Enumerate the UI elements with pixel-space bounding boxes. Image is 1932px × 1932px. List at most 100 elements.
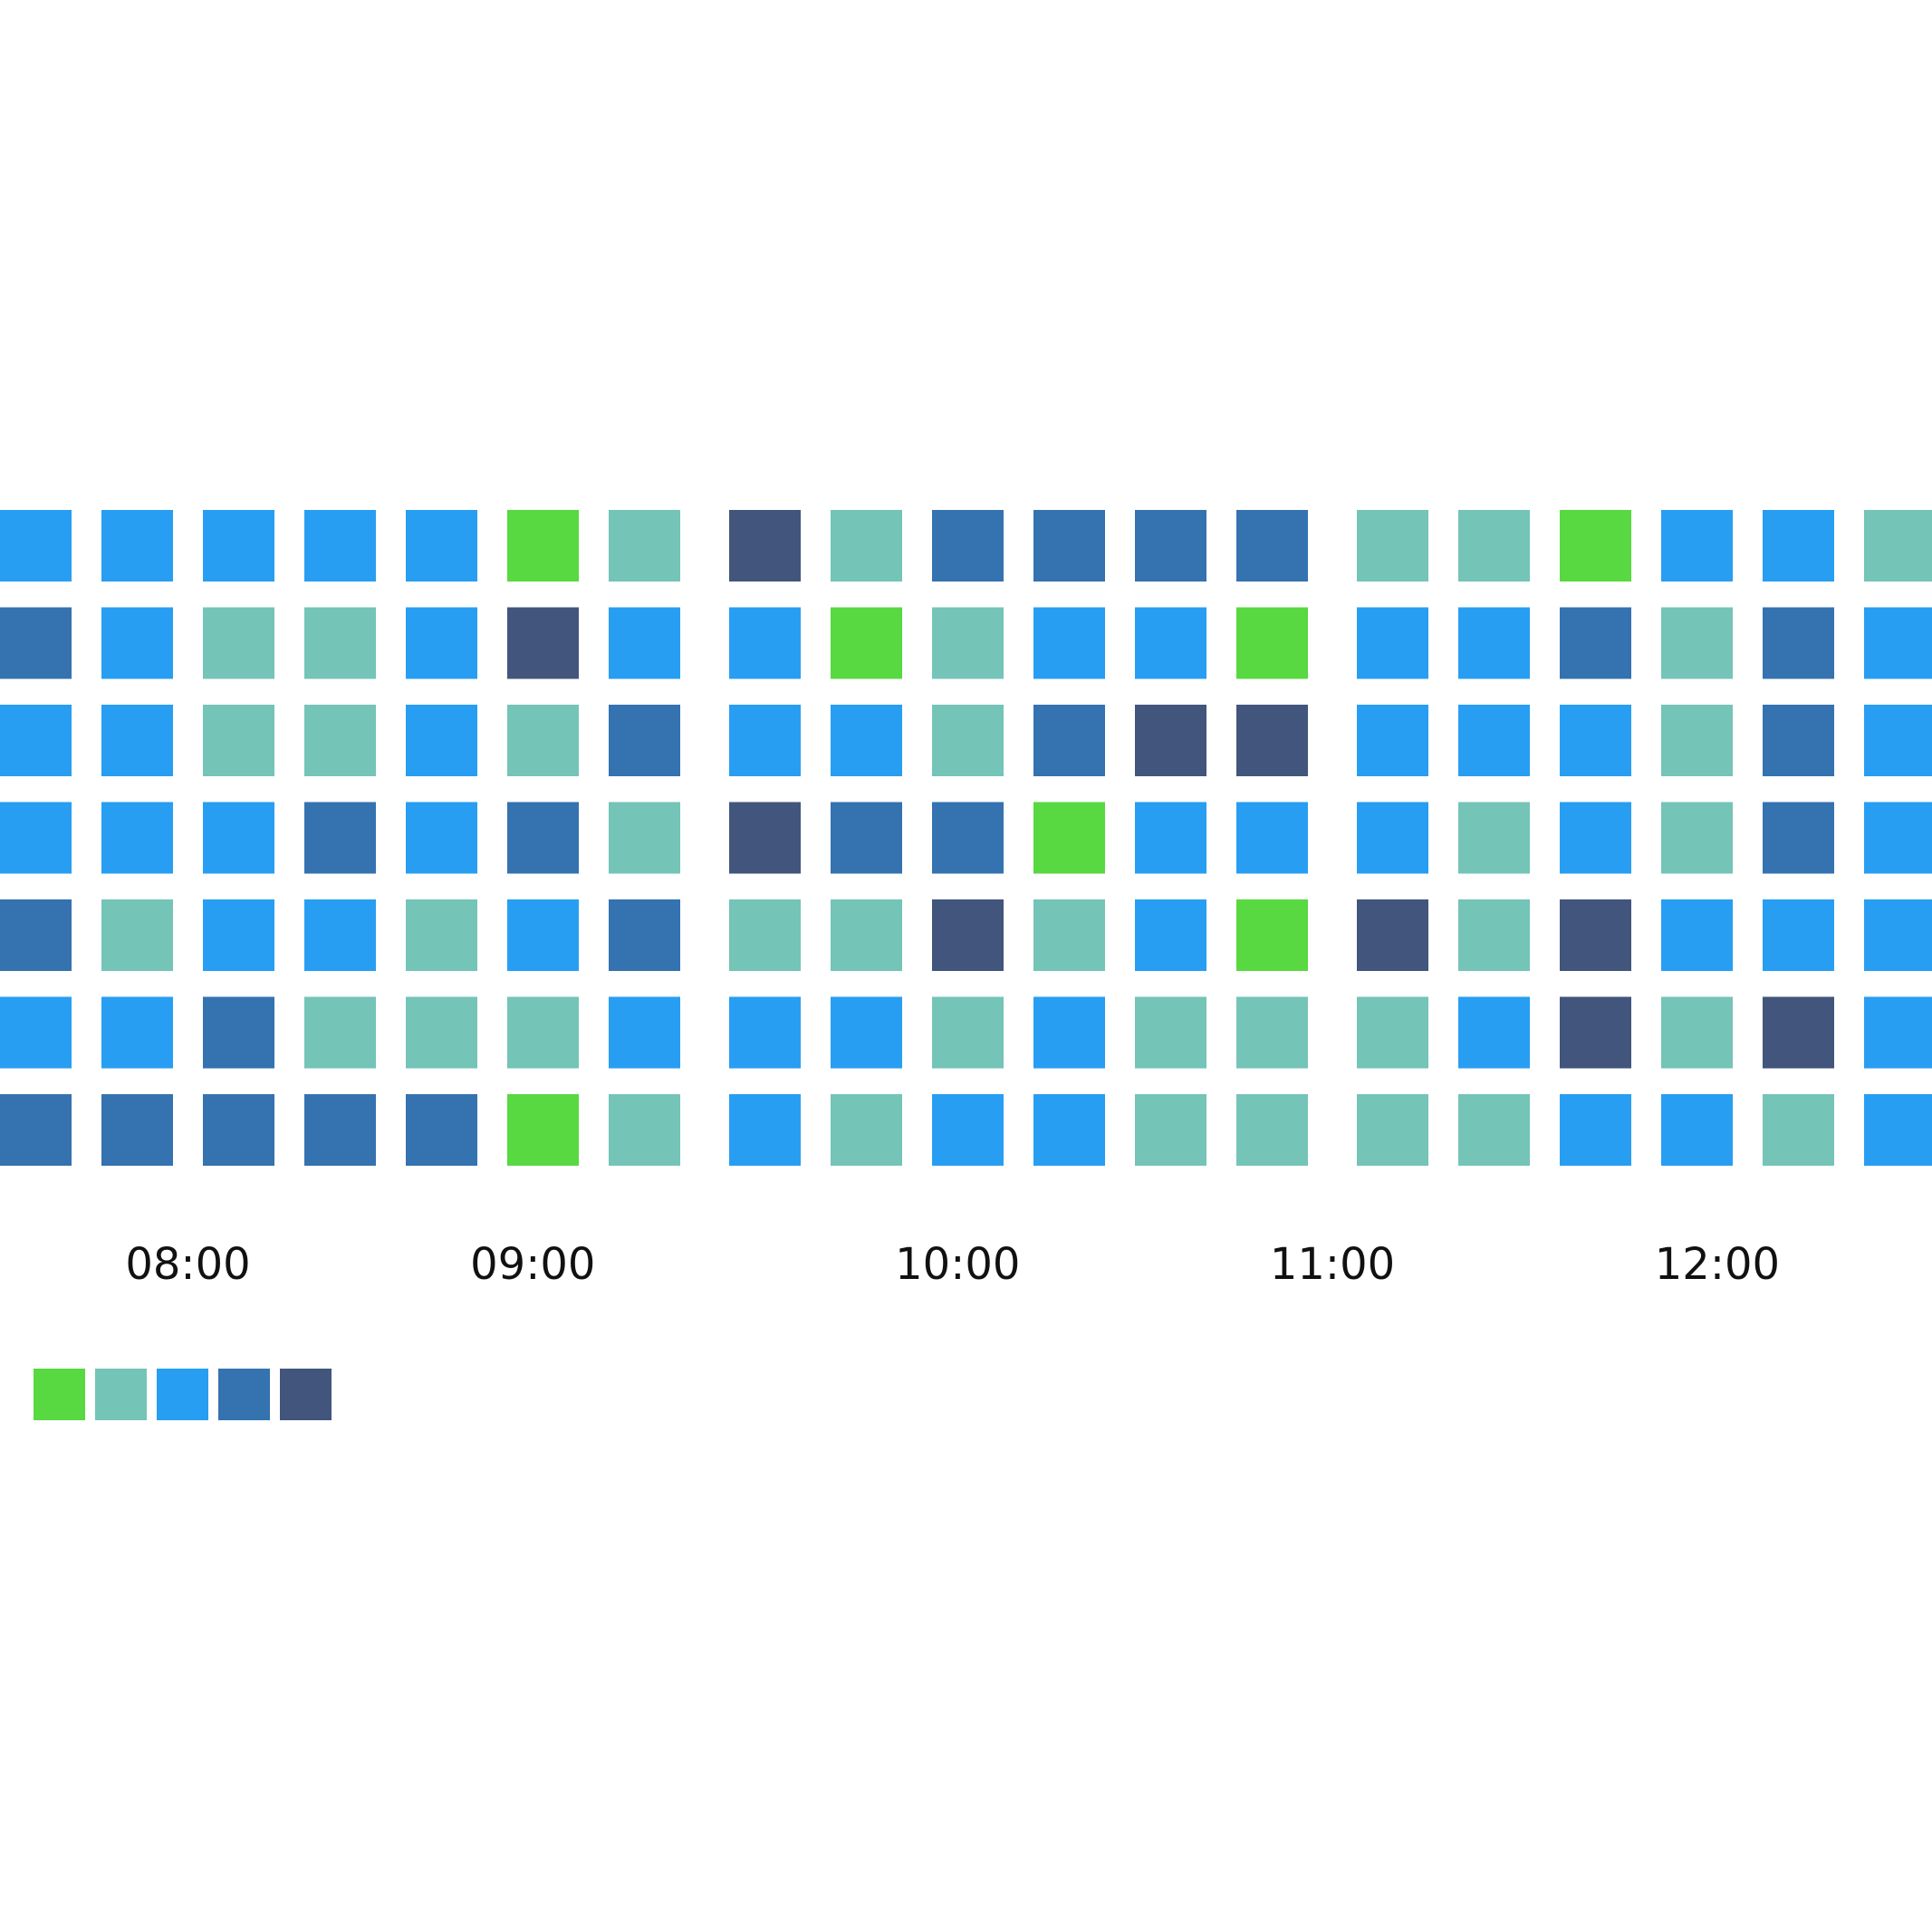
heatmap-cell xyxy=(0,802,72,874)
heatmap-cell xyxy=(1135,899,1206,971)
heatmap-cell xyxy=(1135,1094,1206,1166)
heatmap-cell xyxy=(1560,1094,1631,1166)
heatmap-cell xyxy=(831,899,902,971)
heatmap-cell xyxy=(406,1094,477,1166)
heatmap-cell xyxy=(1864,802,1932,874)
heatmap-cell xyxy=(304,705,376,776)
heatmap-cell xyxy=(507,1094,579,1166)
heatmap-cell xyxy=(1236,705,1308,776)
heatmap-cell xyxy=(729,510,801,582)
heatmap-cell xyxy=(203,705,274,776)
heatmap-cell xyxy=(831,996,902,1069)
heatmap-cell xyxy=(932,705,1004,776)
x-tick-label: 09:00 xyxy=(470,1239,595,1290)
heatmap-cell xyxy=(831,802,902,874)
legend-swatch xyxy=(34,1369,85,1420)
heatmap-cell xyxy=(101,705,173,776)
heatmap-cell xyxy=(1135,510,1206,582)
heatmap-cell xyxy=(1560,899,1631,971)
heatmap-cell xyxy=(1458,996,1530,1069)
heatmap-cell xyxy=(1236,607,1308,679)
heatmap-cell xyxy=(1236,996,1308,1069)
heatmap-cell xyxy=(1236,802,1308,874)
heatmap-cell xyxy=(932,510,1004,582)
heatmap-cell xyxy=(101,996,173,1069)
heatmap-cell xyxy=(203,1094,274,1166)
heatmap-cell xyxy=(609,899,680,971)
heatmap-cell xyxy=(0,510,72,582)
heatmap-cell xyxy=(1236,1094,1308,1166)
heatmap-cell xyxy=(304,899,376,971)
heatmap-cell xyxy=(1864,899,1932,971)
heatmap-cell xyxy=(406,899,477,971)
heatmap-cell xyxy=(406,802,477,874)
x-axis-tick-labels: 08:00 09:00 10:00 11:00 12:00 xyxy=(125,1239,1780,1290)
heatmap-cells xyxy=(0,510,1932,1166)
heatmap-cell xyxy=(406,510,477,582)
heatmap-cell xyxy=(203,607,274,679)
heatmap-cell xyxy=(1763,607,1834,679)
heatmap-cell xyxy=(203,802,274,874)
heatmap-cell xyxy=(304,996,376,1069)
heatmap-cell xyxy=(1458,899,1530,971)
heatmap-cell xyxy=(1458,510,1530,582)
heatmap-cell xyxy=(406,705,477,776)
heatmap-cell xyxy=(1236,510,1308,582)
legend-swatch xyxy=(95,1369,147,1420)
heatmap-cell xyxy=(1458,802,1530,874)
heatmap-cell xyxy=(609,996,680,1069)
heatmap-cell xyxy=(101,899,173,971)
heatmap-cell xyxy=(1763,899,1834,971)
heatmap-cell xyxy=(1864,607,1932,679)
heatmap-cell xyxy=(729,899,801,971)
heatmap-cell xyxy=(609,607,680,679)
heatmap-cell xyxy=(1763,510,1834,582)
heatmap-cell xyxy=(609,1094,680,1166)
heatmap-cell xyxy=(1560,705,1631,776)
heatmap-cell xyxy=(609,802,680,874)
heatmap-cell xyxy=(203,996,274,1069)
heatmap-cell xyxy=(729,802,801,874)
heatmap-cell xyxy=(1661,705,1733,776)
heatmap-cell xyxy=(0,996,72,1069)
heatmap-cell xyxy=(1763,1094,1834,1166)
heatmap-cell xyxy=(1033,899,1105,971)
heatmap-cell xyxy=(831,510,902,582)
heatmap-cell xyxy=(1033,510,1105,582)
heatmap-cell xyxy=(729,1094,801,1166)
heatmap-cell xyxy=(1357,607,1428,679)
heatmap-cell xyxy=(1661,1094,1733,1166)
heatmap-cell xyxy=(0,899,72,971)
heatmap-cell xyxy=(1763,996,1834,1069)
heatmap-cell xyxy=(1661,899,1733,971)
heatmap-cell xyxy=(1357,510,1428,582)
heatmap-cell xyxy=(729,705,801,776)
color-legend xyxy=(34,1369,332,1420)
heatmap-cell xyxy=(203,899,274,971)
heatmap-cell xyxy=(1357,802,1428,874)
heatmap-cell xyxy=(932,996,1004,1069)
heatmap-cell xyxy=(406,607,477,679)
heatmap-cell xyxy=(304,802,376,874)
heatmap-cell xyxy=(1763,802,1834,874)
heatmap-cell xyxy=(406,996,477,1069)
heatmap-cell xyxy=(507,996,579,1069)
heatmap-cell xyxy=(932,899,1004,971)
heatmap-cell xyxy=(1560,510,1631,582)
legend-swatch xyxy=(218,1369,270,1420)
heatmap-cell xyxy=(1357,996,1428,1069)
heatmap-cell xyxy=(0,1094,72,1166)
heatmap-cell xyxy=(1033,996,1105,1069)
heatmap-cell xyxy=(101,802,173,874)
heatmap-cell xyxy=(1661,607,1733,679)
heatmap-cell xyxy=(1357,1094,1428,1166)
heatmap-cell xyxy=(729,607,801,679)
heatmap-cell xyxy=(1661,996,1733,1069)
heatmap-cell xyxy=(1458,1094,1530,1166)
heatmap-cell xyxy=(304,607,376,679)
heatmap-cell xyxy=(831,607,902,679)
heatmap-cell xyxy=(609,705,680,776)
heatmap-cell xyxy=(304,1094,376,1166)
heatmap-cell xyxy=(1661,802,1733,874)
